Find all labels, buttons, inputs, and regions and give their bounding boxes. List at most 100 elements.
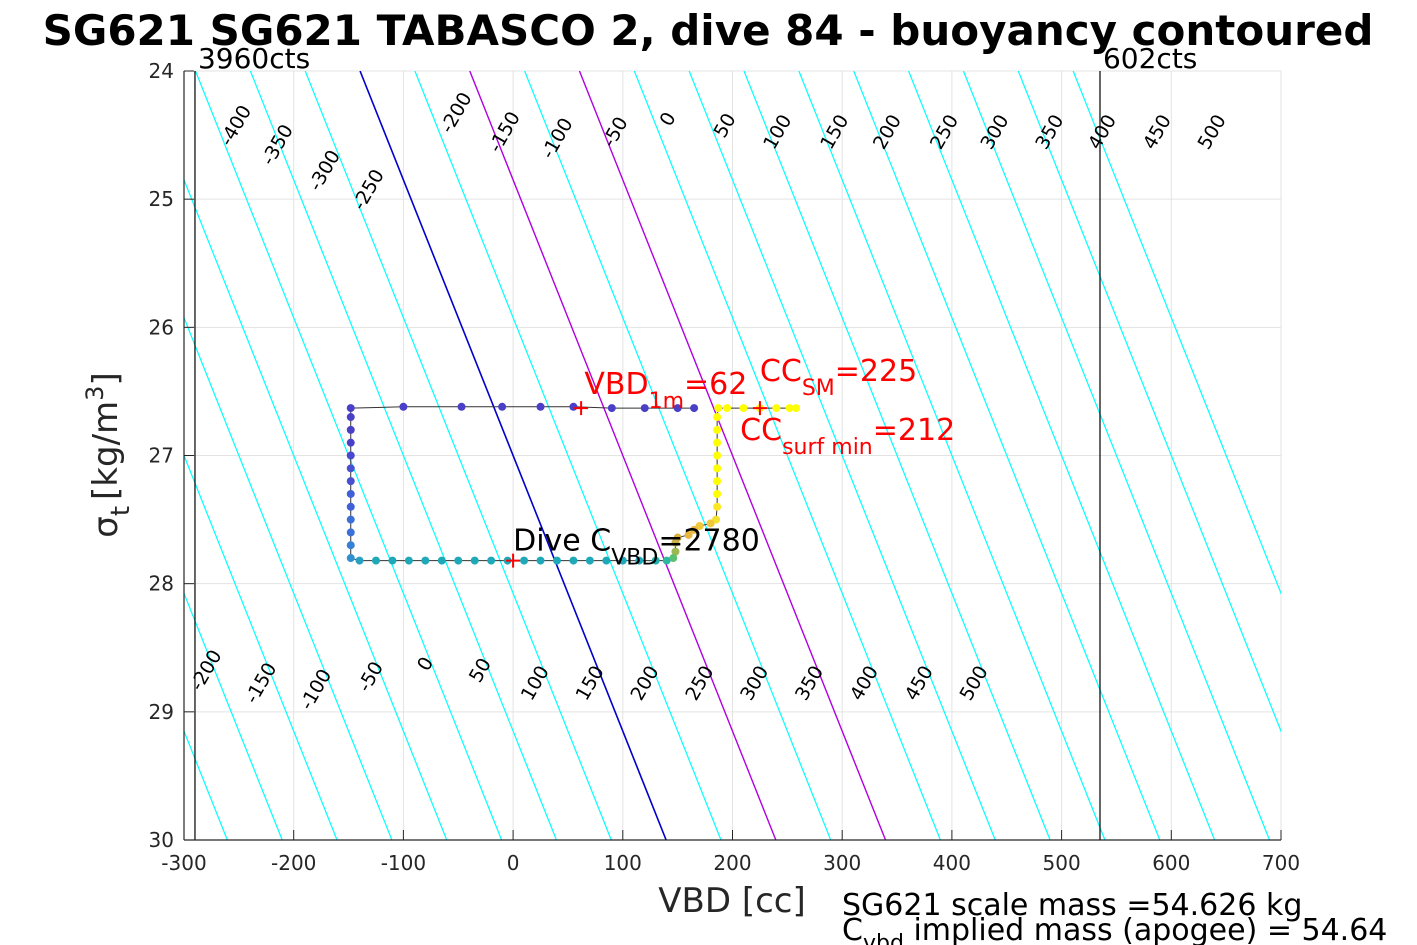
contour-line-cyan: [184, 453, 338, 840]
dive-point: [651, 556, 660, 565]
dive-point: [346, 477, 355, 486]
dive-point: [457, 402, 466, 411]
dive-points: [346, 402, 801, 565]
dive-point: [690, 525, 699, 534]
contour-label: 0: [656, 109, 681, 130]
dive-point: [569, 556, 578, 565]
y-axis-label-close: ]: [86, 372, 126, 385]
cc-sm-sub: SM: [802, 376, 835, 401]
dive-point: [713, 451, 722, 460]
dive-point: [671, 538, 680, 547]
dive-point: [713, 477, 722, 486]
cc-sm-annotation: CCSM=225: [760, 354, 917, 401]
contour-label: -300: [304, 146, 345, 194]
cc-surf-main: CC: [740, 413, 782, 448]
dive-point: [723, 404, 732, 413]
dive-point: [437, 556, 446, 565]
x-tick-label: 100: [604, 851, 642, 875]
contour-label: -100: [537, 114, 578, 162]
contour-line-cyan: [688, 71, 996, 840]
cc-surf-min-annotation: CCsurf min=212: [740, 413, 955, 460]
x-axis-label: VBD [cc]: [658, 881, 806, 921]
dive-point: [355, 556, 364, 565]
y-tick-label: 25: [149, 187, 174, 211]
contour-label: 100: [759, 111, 796, 153]
axes: [183, 70, 1282, 841]
implied-mass-sub: vbd: [863, 931, 904, 945]
tick-labels: -300 -200 -100 0 100 200 300 400 500 600 700242526…: [149, 59, 1301, 875]
y-axis-label-sub: t: [106, 506, 136, 516]
dive-point: [602, 556, 611, 565]
x-tick-label: 300: [823, 851, 861, 875]
dive-point: [487, 556, 496, 565]
vbd-1m-annotation: VBD1m=62: [584, 367, 747, 414]
contour-label: -50: [598, 113, 633, 151]
chart-title: SG621 SG621 TABASCO 2, dive 84 - buoyanc…: [43, 6, 1374, 55]
y-tick-label: 28: [149, 572, 174, 596]
dive-point: [713, 464, 722, 473]
red-plus-marker: [574, 401, 589, 416]
dive-point: [346, 404, 355, 413]
contour-line-cyan: [743, 71, 1051, 840]
dive-point: [772, 404, 781, 413]
dive-point: [536, 402, 545, 411]
dive-point: [371, 556, 380, 565]
dive-point: [618, 556, 627, 565]
svg-text:σt[kg/m3]: σt [kg/m3]: [81, 372, 136, 537]
contour-label: -150: [241, 659, 282, 707]
dive-point: [713, 489, 722, 498]
contour-label: 250: [926, 111, 963, 153]
contour-line-cyan: [853, 71, 1161, 840]
dive-point: [346, 464, 355, 473]
dive-point: [346, 528, 355, 537]
dive-point: [404, 556, 413, 565]
contour-line-cyan: [798, 71, 1106, 840]
contour-line-magenta: [469, 71, 777, 840]
implied-mass-text: Cvbd implied mass (apogee) = 54.64: [842, 913, 1387, 945]
implied-mass-main: C: [842, 913, 863, 945]
dive-point: [346, 541, 355, 550]
y-axis-label-unit: [kg/m: [86, 401, 126, 500]
dive-cvbd-annotation: Dive CVBD=2780: [513, 523, 760, 570]
contour-line-cyan: [184, 316, 393, 840]
contour-label: 50: [465, 654, 496, 686]
dive-cvbd-sub: VBD: [611, 545, 658, 570]
x-tick-label: 700: [1262, 851, 1300, 875]
x-tick-label: 0: [507, 851, 520, 875]
contour-line-cyan: [908, 71, 1216, 840]
vbd-1m-main: VBD: [584, 367, 648, 402]
red-plus-marker: [506, 553, 521, 568]
vbd-1m-sub: 1m: [649, 389, 684, 414]
y-tick-label: 24: [149, 59, 174, 83]
dive-point: [684, 530, 693, 539]
contour-group: [0, 71, 1281, 840]
dive-point: [346, 502, 355, 511]
scale-mass-text: SG621 scale mass =54.626 kg: [842, 888, 1302, 923]
dive-point: [635, 556, 644, 565]
dive-point: [498, 402, 507, 411]
contour-line-magenta: [578, 71, 887, 840]
x-tick-label: 200: [713, 851, 751, 875]
dive-point: [536, 556, 545, 565]
y-tick-label: 27: [149, 444, 174, 468]
cc-surf-value: =212: [873, 413, 955, 448]
contour-line-cyan: [184, 591, 283, 840]
dive-point: [552, 556, 561, 565]
contour-label: -350: [257, 121, 298, 169]
dive-point: [785, 404, 794, 413]
cc-sm-main: CC: [760, 354, 802, 389]
dive-point: [792, 404, 801, 413]
dive-point: [607, 404, 616, 413]
cc-sm-value: =225: [835, 354, 917, 389]
contour-line-cyan: [249, 71, 557, 840]
dive-point: [706, 519, 715, 528]
contour-label: 450: [1139, 111, 1176, 153]
y-tick-label: 26: [149, 315, 174, 339]
contour-label: 50: [710, 110, 741, 142]
dive-point: [346, 413, 355, 422]
dive-point: [346, 438, 355, 447]
contour-line-cyan: [0, 71, 8, 840]
contour-label: 200: [869, 111, 906, 153]
dive-point: [569, 402, 578, 411]
